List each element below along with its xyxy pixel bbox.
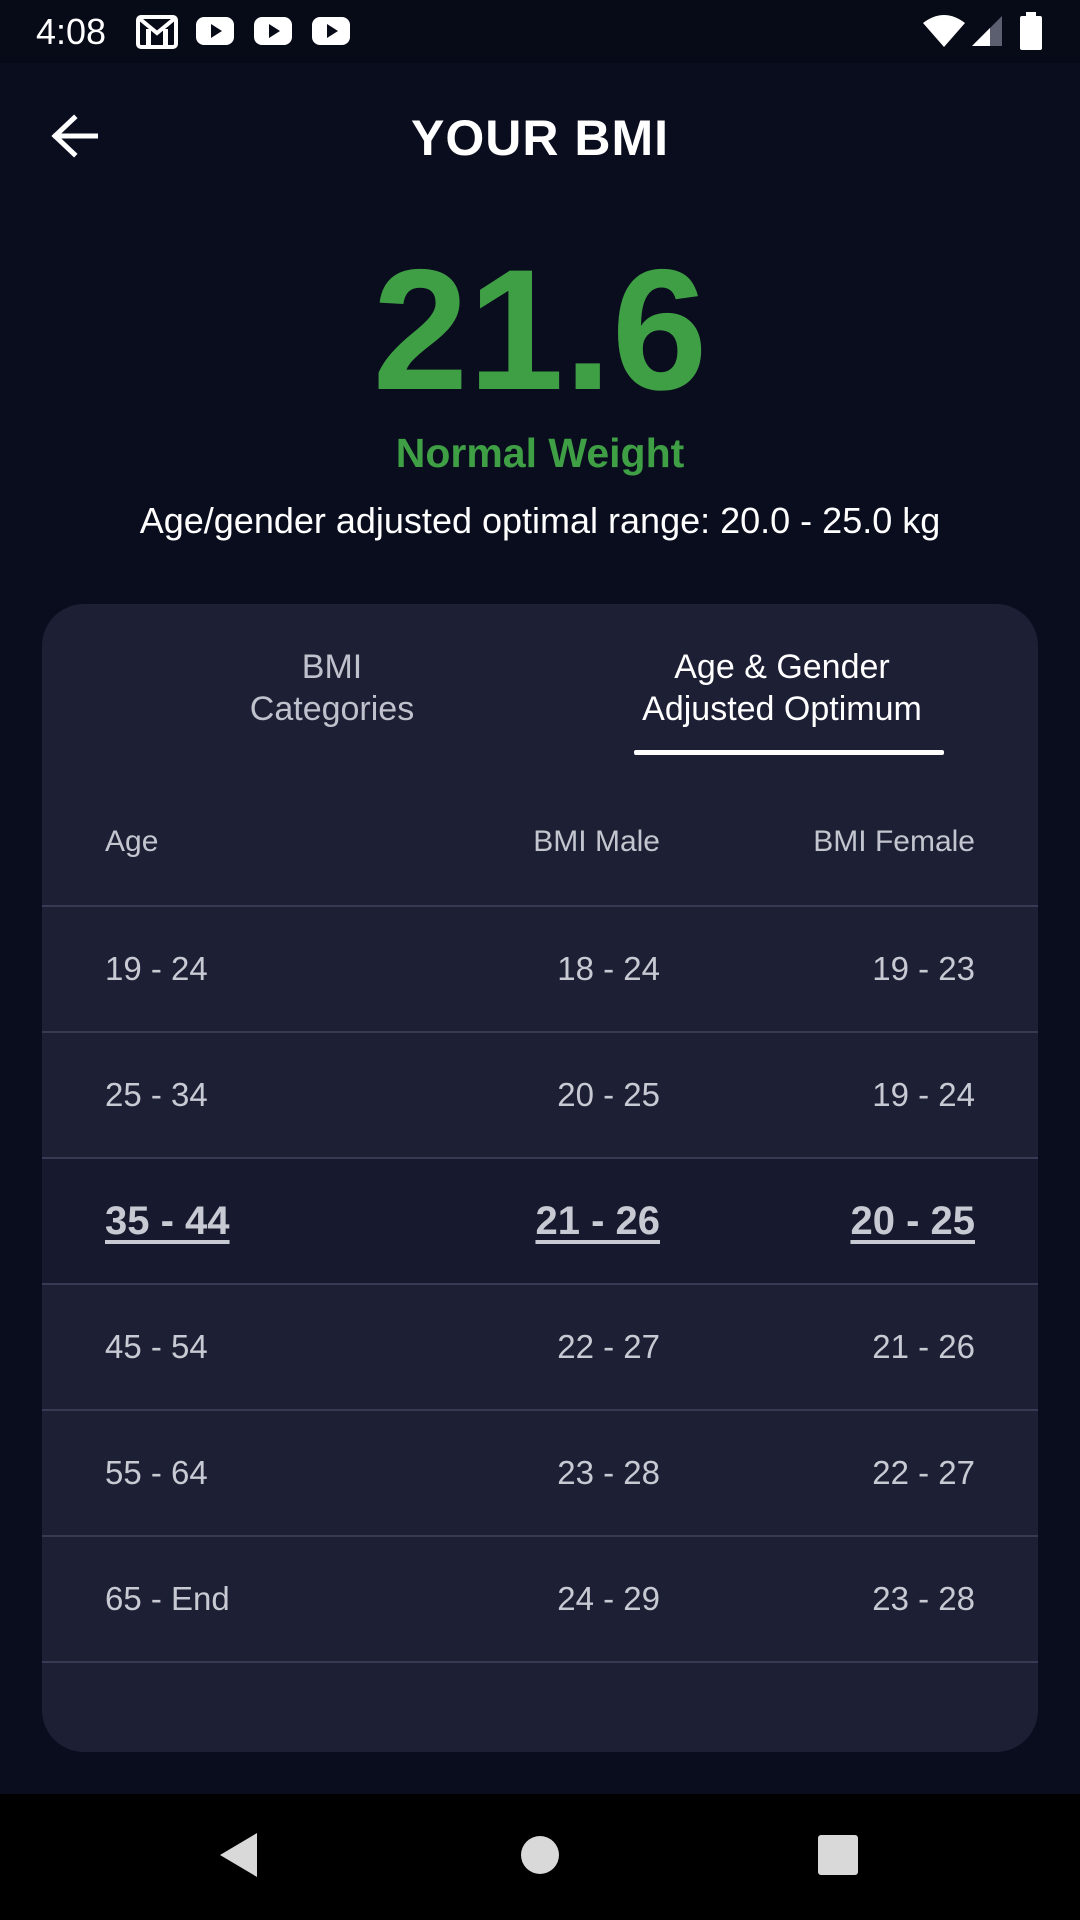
battery-icon bbox=[1020, 12, 1042, 55]
tab-label-line2: Adjusted Optimum bbox=[642, 690, 922, 728]
tab-indicator bbox=[634, 750, 944, 755]
tab-age-gender-adjusted[interactable]: Age & Gender Adjusted Optimum bbox=[582, 646, 982, 730]
table-row: 55 - 64 23 - 28 22 - 27 bbox=[42, 1411, 1038, 1537]
column-header-bmi-female: BMI Female bbox=[813, 825, 975, 858]
cell-bmi-male: 22 - 27 bbox=[557, 1328, 660, 1365]
cell-age: 45 - 54 bbox=[105, 1328, 208, 1365]
cell-bmi-male: 21 - 26 bbox=[535, 1199, 660, 1243]
youtube-icon bbox=[196, 17, 234, 50]
cell-bmi-female: 19 - 24 bbox=[872, 1076, 975, 1113]
tab-label-line1: BMI bbox=[301, 648, 363, 686]
gmail-icon bbox=[136, 15, 178, 54]
cell-bmi-male: 23 - 28 bbox=[557, 1454, 660, 1491]
wifi-icon bbox=[922, 14, 966, 53]
cell-signal-icon bbox=[970, 14, 1004, 53]
cell-age: 55 - 64 bbox=[105, 1454, 208, 1491]
cell-bmi-male: 24 - 29 bbox=[557, 1580, 660, 1617]
optimal-range-text: Age/gender adjusted optimal range: 20.0 … bbox=[139, 500, 941, 541]
cell-age: 19 - 24 bbox=[105, 950, 208, 987]
table-row: 45 - 54 22 - 27 21 - 26 bbox=[42, 1285, 1038, 1411]
nav-home-icon bbox=[520, 1835, 560, 1880]
nav-recents-button[interactable] bbox=[805, 1824, 871, 1890]
cell-age: 25 - 34 bbox=[105, 1076, 208, 1113]
bmi-table-card: BMI Categories Age & Gender Adjusted Opt… bbox=[42, 604, 1038, 1752]
table-row: 65 - End 24 - 29 23 - 28 bbox=[42, 1537, 1038, 1663]
cell-age: 65 - End bbox=[105, 1580, 230, 1617]
cell-bmi-female: 22 - 27 bbox=[872, 1454, 975, 1491]
youtube-icon bbox=[254, 17, 292, 50]
nav-recents-icon bbox=[818, 1834, 858, 1880]
arrow-left-icon bbox=[50, 113, 99, 163]
cell-bmi-female: 19 - 23 bbox=[872, 950, 975, 987]
table-row-highlighted: 35 - 44 21 - 26 20 - 25 bbox=[42, 1159, 1038, 1285]
table-row: 25 - 34 20 - 25 19 - 24 bbox=[42, 1033, 1038, 1159]
status-time: 4:08 bbox=[36, 11, 107, 52]
back-button[interactable] bbox=[36, 100, 112, 176]
cell-bmi-female: 23 - 28 bbox=[872, 1580, 975, 1617]
cell-bmi-male: 20 - 25 bbox=[557, 1076, 660, 1113]
tab-label-line1: Age & Gender bbox=[674, 648, 890, 686]
cell-bmi-female: 21 - 26 bbox=[872, 1328, 975, 1365]
table-row: 19 - 24 18 - 24 19 - 23 bbox=[42, 907, 1038, 1033]
system-navigation-bar bbox=[0, 1794, 1080, 1920]
nav-home-button[interactable] bbox=[507, 1824, 573, 1890]
column-header-bmi-male: BMI Male bbox=[533, 825, 660, 858]
bmi-category-label: Normal Weight bbox=[395, 430, 685, 476]
bmi-value: 21.6 bbox=[372, 234, 708, 426]
cell-age: 35 - 44 bbox=[105, 1199, 230, 1243]
nav-back-icon bbox=[217, 1831, 261, 1884]
status-bar: 4:08 bbox=[0, 0, 1080, 63]
tab-bmi-categories[interactable]: BMI Categories bbox=[112, 646, 552, 730]
page-title: YOUR BMI bbox=[411, 110, 669, 166]
youtube-icon bbox=[312, 17, 350, 50]
cell-bmi-female: 20 - 25 bbox=[850, 1199, 975, 1243]
table-header: Age BMI Male BMI Female bbox=[42, 779, 1038, 907]
nav-back-button[interactable] bbox=[206, 1824, 272, 1890]
cell-bmi-male: 18 - 24 bbox=[557, 950, 660, 987]
column-header-age: Age bbox=[105, 825, 159, 858]
tab-label-line2: Categories bbox=[249, 690, 415, 728]
table-body: 19 - 24 18 - 24 19 - 23 25 - 34 20 - 25 … bbox=[42, 907, 1038, 1663]
